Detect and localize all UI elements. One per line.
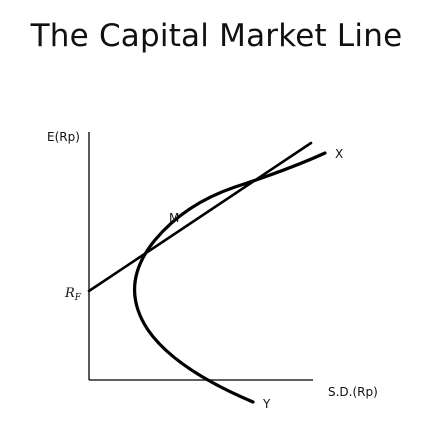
risk-free-rate-subscript: F bbox=[74, 293, 82, 303]
risk-free-rate-label: RF bbox=[64, 286, 82, 303]
page-title: The Capital Market Line bbox=[30, 18, 403, 54]
efficient-frontier-curve bbox=[132, 151, 327, 404]
risk-free-rate-main: R bbox=[64, 286, 75, 301]
tangency-point-label: M bbox=[169, 211, 179, 225]
curve-lower-end-label: Y bbox=[262, 397, 271, 411]
x-axis-label: S.D.(Rp) bbox=[328, 385, 378, 399]
capital-market-line bbox=[87, 141, 313, 293]
curve-upper-end-label: X bbox=[335, 147, 343, 161]
y-axis-label: E(Rp) bbox=[47, 130, 80, 144]
